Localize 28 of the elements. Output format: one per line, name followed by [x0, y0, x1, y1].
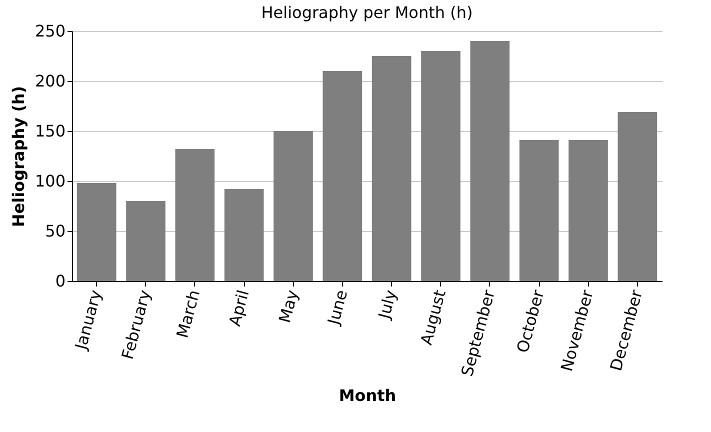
bar [470, 41, 510, 281]
x-tick-label: October [512, 288, 548, 355]
y-tick-label: 0 [55, 272, 66, 290]
bar [175, 149, 215, 281]
bar [76, 183, 116, 281]
bar [224, 189, 264, 281]
bar [126, 201, 166, 281]
x-axis-title: Month [338, 386, 396, 405]
y-tick-label: 100 [34, 172, 66, 190]
x-tick-label: July [374, 288, 400, 322]
x-tick-label: March [172, 288, 204, 340]
y-tick-label: 200 [34, 72, 66, 90]
x-tick-label: August [416, 288, 450, 347]
bar [421, 51, 460, 281]
x-tick-label: June [323, 288, 352, 328]
bar [274, 131, 313, 281]
y-tick-label: 150 [34, 122, 66, 140]
bar [519, 140, 559, 281]
bar [568, 140, 608, 281]
bar [618, 112, 658, 281]
y-tick-label: 50 [45, 222, 66, 240]
bar [372, 56, 412, 281]
x-tick-label: May [275, 288, 302, 325]
y-tick-label: 250 [34, 22, 66, 40]
chart-title: Heliography per Month (h) [261, 3, 473, 22]
bar [322, 71, 362, 281]
x-tick-label: April [224, 288, 253, 328]
y-axis-title: Heliography (h) [8, 86, 28, 228]
